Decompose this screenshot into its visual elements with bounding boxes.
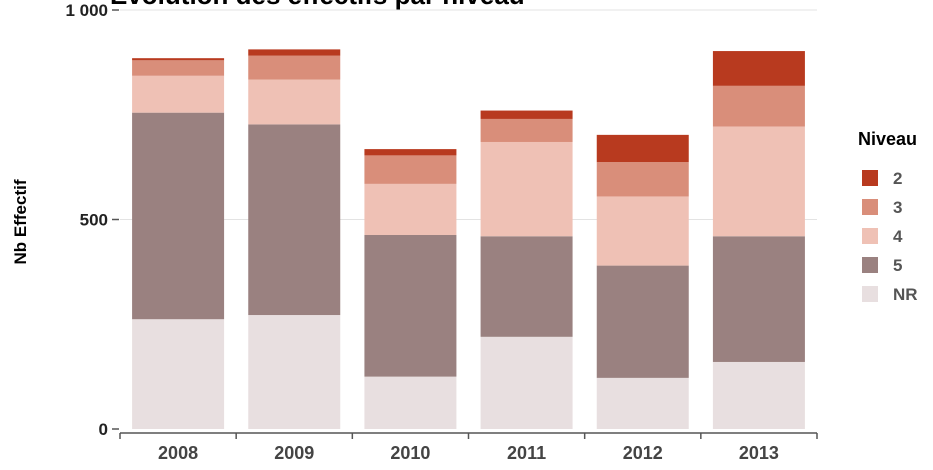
chart-title: Évolution des effectifs par niveau <box>110 0 525 10</box>
bar-segment <box>248 49 341 56</box>
x-tick-label: 2012 <box>623 443 663 463</box>
bar-segment <box>132 58 225 61</box>
bar-segment <box>712 361 805 429</box>
y-tick-label: 500 <box>80 211 108 230</box>
x-tick-label: 2009 <box>274 443 314 463</box>
legend-entry: 4 <box>893 227 903 246</box>
bar-segment <box>480 110 573 119</box>
legend-swatch <box>862 257 878 273</box>
x-tick-label: 2010 <box>390 443 430 463</box>
bar-segment <box>480 236 573 337</box>
y-tick-label: 0 <box>99 420 108 439</box>
gridlines <box>120 9 817 220</box>
bar-segment <box>480 336 573 429</box>
bar-segment <box>364 376 457 429</box>
legend-entry: 3 <box>893 198 902 217</box>
bar-segment <box>596 134 689 163</box>
bar-segment <box>712 51 805 86</box>
legend: Niveau 2 3 4 5 NR <box>858 129 918 304</box>
bar-segment <box>596 162 689 197</box>
legend-entry: 2 <box>893 169 902 188</box>
bar-segment <box>596 196 689 266</box>
bar-segment <box>364 149 457 156</box>
bar-segment <box>248 79 341 125</box>
bar-segment <box>712 85 805 127</box>
bar-segment <box>596 265 689 378</box>
bar-segment <box>712 236 805 362</box>
bar-segment <box>364 155 457 184</box>
x-tick-label: 2011 <box>507 443 546 463</box>
bar-segment <box>132 60 225 76</box>
legend-entry: 5 <box>893 256 902 275</box>
bar-segment <box>132 75 225 113</box>
x-tick-label: 2013 <box>739 443 779 463</box>
y-axis-label: Nb Effectif <box>11 179 30 264</box>
bar-segment <box>132 319 225 429</box>
bar-segment <box>712 126 805 237</box>
legend-title: Niveau <box>858 129 917 149</box>
bar-segment <box>596 377 689 429</box>
y-tick-label: 1 000 <box>65 1 108 20</box>
bar-segment <box>132 112 225 320</box>
bar-segment <box>480 118 573 142</box>
bars <box>132 49 805 429</box>
legend-entry: NR <box>893 285 918 304</box>
legend-swatch <box>862 228 878 244</box>
bar-segment <box>480 141 573 237</box>
legend-swatch <box>862 170 878 186</box>
x-tick-labels: 2008 2009 2010 2011 2012 2013 <box>158 443 779 463</box>
bar-segment <box>248 55 341 80</box>
y-tick-labels: 0 500 1 000 <box>65 1 108 439</box>
legend-swatch <box>862 199 878 215</box>
bar-segment <box>248 124 341 316</box>
bar-segment <box>364 183 457 236</box>
bar-segment <box>248 315 341 429</box>
bar-segment <box>364 235 457 377</box>
x-tick-label: 2008 <box>158 443 198 463</box>
legend-swatch <box>862 286 878 302</box>
axes <box>112 9 818 439</box>
